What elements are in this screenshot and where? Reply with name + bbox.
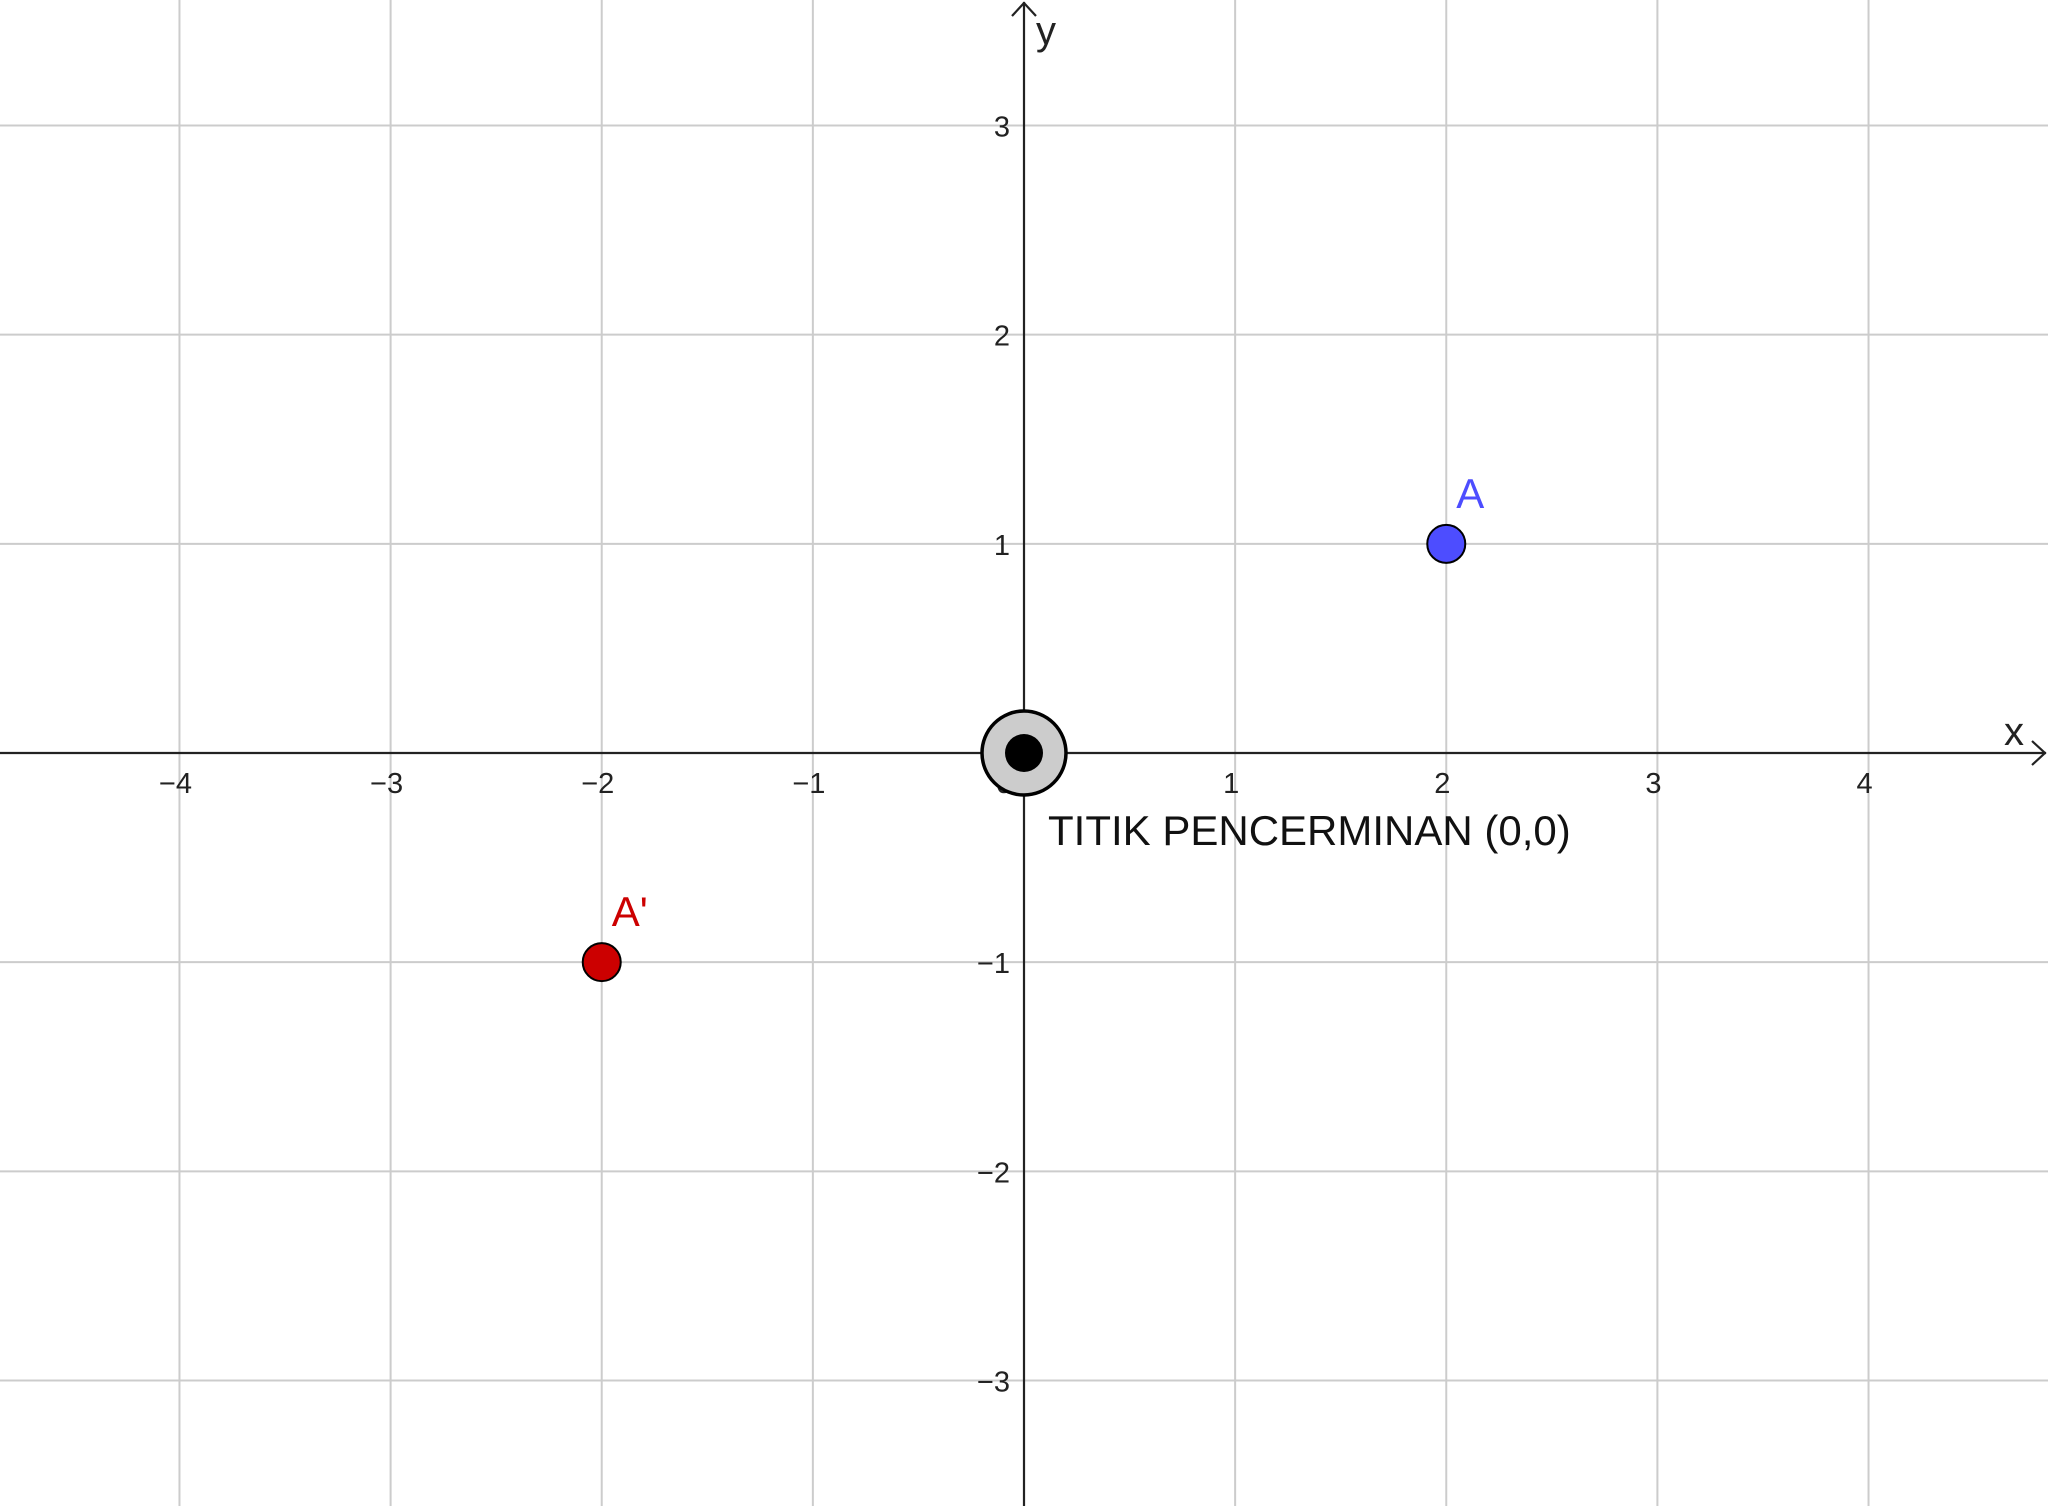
y-tick-label: −1 xyxy=(977,948,1010,980)
y-tick-label: 1 xyxy=(994,530,1010,562)
x-tick-label: 2 xyxy=(1434,768,1450,800)
x-tick-label: −2 xyxy=(581,768,614,800)
y-axis-label: y xyxy=(1036,9,1056,53)
x-tick-label: 3 xyxy=(1645,768,1661,800)
y-tick-label: 2 xyxy=(994,321,1010,353)
x-tick-label: −3 xyxy=(370,768,403,800)
y-tick-label: 3 xyxy=(994,112,1010,144)
point-a-prime[interactable] xyxy=(581,942,622,983)
x-tick-label: −4 xyxy=(159,768,192,800)
x-axis-label: x xyxy=(2004,710,2024,754)
center-point-label: TITIK PENCERMINAN (0,0) xyxy=(1048,807,1571,854)
y-tick-label: −3 xyxy=(977,1367,1010,1399)
x-tick-label: −1 xyxy=(792,768,825,800)
y-axis-arrow xyxy=(1011,1,1037,17)
point-label-a: A xyxy=(1456,470,1484,517)
labels: TITIK PENCERMINAN (0,0) A A' xyxy=(612,470,1571,935)
point-a[interactable] xyxy=(1426,523,1467,564)
center-point[interactable] xyxy=(1005,734,1043,772)
x-tick-label: 1 xyxy=(1223,768,1239,800)
y-tick-label: −2 xyxy=(977,1157,1010,1189)
x-axis-arrow xyxy=(2031,740,2047,766)
point-label-a-prime: A' xyxy=(612,888,648,935)
reflection-center[interactable] xyxy=(980,709,1068,797)
points xyxy=(581,523,1467,983)
x-tick-label: 4 xyxy=(1856,768,1872,800)
